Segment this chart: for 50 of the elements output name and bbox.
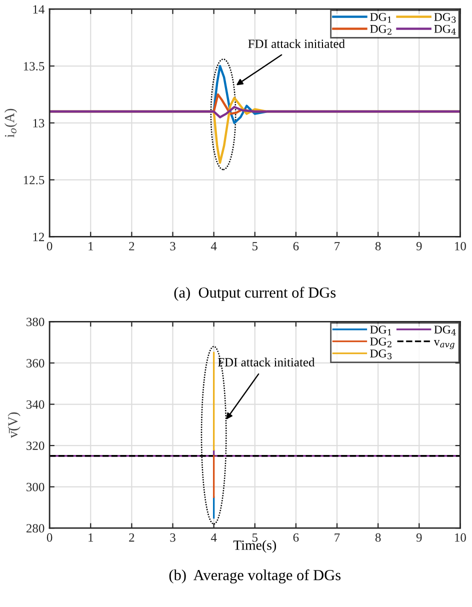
- x-axis-title: Time(s): [233, 540, 276, 553]
- y-tick-label: 14: [33, 5, 45, 14]
- y-tick-label: 12: [33, 232, 44, 242]
- y-tick-label: 12.5: [24, 176, 44, 184]
- y-axis-title: i$_{o}$(A): [4, 108, 18, 138]
- x-tick-label: 2: [129, 533, 134, 542]
- y-tick-label: 13.5: [24, 62, 44, 71]
- legend-label: DG$_{2}$: [370, 24, 392, 35]
- x-tick-label: 6: [293, 242, 299, 250]
- annotation: FDI attack initiated: [248, 39, 345, 48]
- legend-label: DG$_{1}$: [370, 326, 392, 336]
- x-tick-label: 3: [170, 533, 176, 542]
- x-tick-label: 7: [334, 533, 340, 542]
- text: (b) Average voltage of DGs: [169, 569, 341, 584]
- legend-label: DG$_{4}$: [434, 24, 456, 35]
- x-tick-label: 9: [416, 242, 422, 250]
- legend-label: v$_{avg}$: [434, 340, 454, 350]
- legend-label: DG$_{1}$: [370, 13, 392, 23]
- legend-label: DG$_{3}$: [434, 13, 456, 23]
- legend-label: DG$_{2}$: [370, 338, 392, 348]
- y-tick-label: 340: [26, 400, 44, 409]
- x-tick-label: 8: [375, 242, 381, 250]
- x-tick-label: 1: [88, 242, 93, 250]
- x-tick-label: 7: [334, 242, 340, 250]
- y-tick-label: 300: [26, 482, 44, 492]
- x-tick-label: 9: [416, 533, 422, 542]
- x-tick-label: 6: [293, 533, 299, 542]
- x-tick-label: 5: [252, 242, 258, 250]
- x-tick-label: 4: [210, 533, 217, 542]
- y-tick-label: 320: [26, 442, 44, 450]
- annotation: FDI attack initiated: [218, 358, 315, 366]
- y-tick-label: 380: [26, 318, 44, 326]
- x-tick-label: 0: [46, 242, 52, 250]
- x-tick-label: 10: [455, 242, 466, 250]
- x-tick-label: 8: [375, 533, 381, 542]
- line-series: [50, 106, 460, 118]
- legend-label: DG$_{4}$: [434, 326, 456, 336]
- x-tick-label: 2: [129, 242, 134, 250]
- x-tick-label: 5: [252, 533, 258, 542]
- x-tick-label: 3: [170, 242, 176, 250]
- text: (a) Output current of DGs: [174, 286, 336, 301]
- x-tick-label: 1: [88, 533, 93, 542]
- y-tick-label: 13: [33, 118, 44, 128]
- x-tick-label: 0: [46, 533, 52, 542]
- legend-label: DG$_{3}$: [370, 350, 392, 360]
- y-axis-title: v̄(V): [8, 412, 20, 438]
- y-tick-label: 280: [26, 524, 44, 533]
- y-tick-label: 360: [26, 359, 44, 368]
- x-tick-label: 10: [455, 533, 466, 542]
- x-tick-label: 4: [210, 242, 217, 250]
